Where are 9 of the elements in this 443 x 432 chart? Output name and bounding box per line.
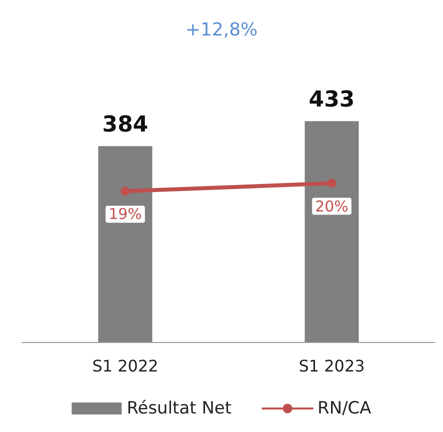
legend-label: RN/CA — [318, 398, 372, 418]
data-label: 433 — [308, 88, 355, 113]
x-tick-label: S1 2023 — [298, 356, 365, 376]
data-label: 384 — [102, 112, 148, 138]
data-label: 19% — [108, 205, 142, 224]
legend-label: Résultat Net — [126, 398, 232, 418]
text: +12,8% — [185, 20, 258, 40]
x-tick-label: S1 2022 — [92, 356, 158, 376]
data-label: 20% — [315, 197, 348, 216]
